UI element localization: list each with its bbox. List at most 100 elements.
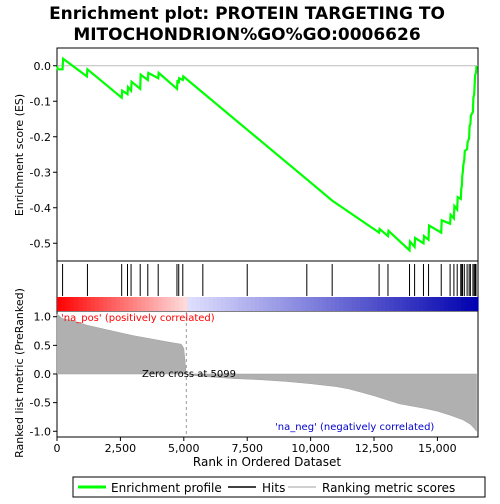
ranking-heat-bar (57, 297, 479, 311)
heat-bar-segment (254, 297, 260, 311)
legend-hits-label: Hits (262, 481, 285, 495)
heat-bar-segment (238, 297, 243, 311)
pos-label: 'na_pos' (positively correlated) (61, 313, 215, 324)
heat-bar-segment (326, 297, 332, 311)
heat-bar-segment (318, 297, 323, 311)
heat-bar-segment (465, 297, 471, 311)
ranking-y-axis: 1.0 0.5 0.0 -0.5 -1.0 (30, 311, 57, 438)
x-tick-label: 7,500 (231, 442, 263, 455)
heat-bar-segment (246, 297, 252, 311)
es-y-tick-label: -0.2 (30, 131, 51, 144)
heat-bar-segment (78, 297, 83, 311)
heat-bar-segment (158, 297, 163, 311)
heat-bar-segment (195, 297, 201, 311)
es-y-tick-label: -0.3 (30, 166, 51, 179)
heat-bar-segment (82, 297, 88, 311)
x-tick-label: 15,000 (418, 442, 457, 455)
heat-bar-segment (406, 297, 412, 311)
x-tick-label: 0 (54, 442, 61, 455)
heat-bar-segment (414, 297, 420, 311)
heat-bar-segment (381, 297, 386, 311)
heat-bar-segment (271, 297, 277, 311)
heat-bar-segment (145, 297, 151, 311)
es-y-tick-label: -0.1 (30, 95, 51, 108)
heat-bar-segment (398, 297, 403, 311)
heat-bar-segment (427, 297, 433, 311)
ranking-metric-fill (56, 313, 477, 433)
heat-bar-segment (174, 297, 180, 311)
heat-bar-segment (393, 297, 399, 311)
heat-bar-segment (103, 297, 109, 311)
plot-title-line1: Enrichment plot: PROTEIN TARGETING TO (49, 4, 445, 24)
legend-enrichment-label: Enrichment profile (111, 481, 222, 495)
heat-bar-segment (440, 297, 445, 311)
heat-bar-segment (69, 297, 75, 311)
zero-cross-label: Zero cross at 5099 (142, 369, 236, 380)
heat-bar-segment (187, 297, 193, 311)
heat-bar-segment (389, 297, 395, 311)
plot-title-line2: MITOCHONDRION%GO%GO:0006626 (73, 25, 420, 45)
x-axis-label: Rank in Ordered Dataset (193, 455, 341, 469)
heat-bar-segment (90, 297, 96, 311)
heat-bar-segment (111, 297, 117, 311)
heat-bar-segment (221, 297, 226, 311)
heat-bar-segment (435, 297, 441, 311)
ranking-y-tick-label: 0.5 (34, 339, 52, 352)
heat-bar-segment (128, 297, 134, 311)
heat-bar-segment (448, 297, 454, 311)
heat-bar-segment (334, 297, 340, 311)
heat-bar-segment (469, 297, 475, 311)
ranking-y-tick-label: -0.5 (30, 397, 51, 410)
heat-bar-segment (141, 297, 147, 311)
heat-bar-segment (120, 297, 125, 311)
heat-bar-segment (242, 297, 248, 311)
heat-bar-segment (368, 297, 374, 311)
heat-bar-segment (456, 297, 462, 311)
heat-bar-segment (250, 297, 256, 311)
es-curve-group (55, 56, 478, 253)
heat-bar-segment (292, 297, 298, 311)
heat-bar-segment (473, 297, 479, 311)
heat-bar-segment (191, 297, 197, 311)
heat-bar-segment (229, 297, 235, 311)
heat-bar-segment (372, 297, 378, 311)
heat-bar-segment (385, 297, 391, 311)
ranking-y-tick-label: -1.0 (30, 425, 51, 438)
heat-bar-segment (322, 297, 328, 311)
es-y-tick-label: 0.0 (34, 60, 52, 73)
heat-bar-segment (313, 297, 319, 311)
heat-bar-segment (423, 297, 429, 311)
heat-bar-segment (280, 297, 285, 311)
heat-bar-segment (233, 297, 239, 311)
ranking-y-tick-label: 1.0 (34, 311, 52, 324)
heat-bar-segment (132, 297, 138, 311)
heat-bar-segment (225, 297, 231, 311)
heat-bar-segment (99, 297, 104, 311)
heat-bar-segment (149, 297, 155, 311)
heat-bar-segment (301, 297, 306, 311)
heat-bar-segment (65, 297, 71, 311)
heat-bar-segment (263, 297, 269, 311)
x-tick-label: 12,500 (355, 442, 394, 455)
heat-bar-segment (212, 297, 218, 311)
heat-bar-segment (115, 297, 121, 311)
heat-bar-segment (296, 297, 302, 311)
heat-bar-segment (305, 297, 311, 311)
heat-bar-segment (267, 297, 273, 311)
x-axis: 0 2,500 5,000 7,500 10,000 12,500 15,000 (54, 437, 457, 455)
heat-bar-segment (339, 297, 344, 311)
x-tick-label: 2,500 (105, 442, 137, 455)
heat-bar-segment (402, 297, 408, 311)
heat-bar-segment (431, 297, 437, 311)
heat-bar-segment (330, 297, 336, 311)
heat-bar-segment (170, 297, 176, 311)
heat-bar-segment (347, 297, 353, 311)
heat-bar-segment (343, 297, 349, 311)
heat-bar-segment (216, 297, 222, 311)
es-y-tick-label: -0.4 (30, 202, 51, 215)
heat-bar-segment (444, 297, 450, 311)
heat-bar-segment (86, 297, 92, 311)
legend-ranking-label: Ranking metric scores (322, 481, 455, 495)
